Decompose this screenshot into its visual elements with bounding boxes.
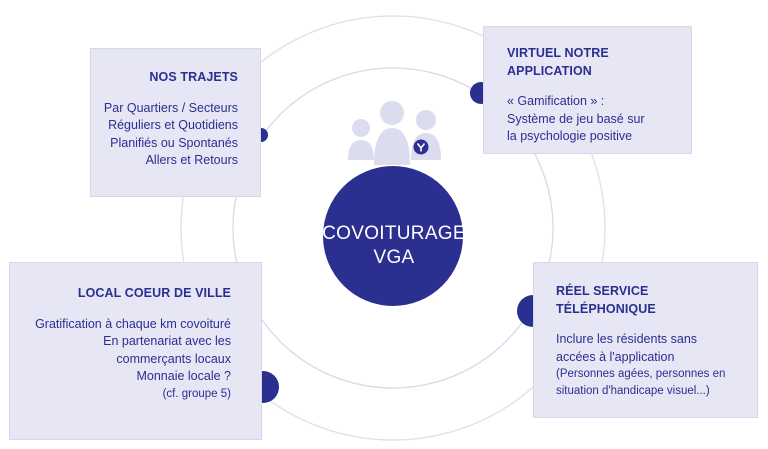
list-item: Gratification à chaque km covoituré: [35, 316, 231, 331]
list-item: accées à l'application: [556, 349, 675, 364]
list-item: Réguliers et Quotidiens: [108, 118, 238, 132]
box-nos-trajets: NOS TRAJETS Par Quartiers / Secteurs Rég…: [90, 48, 261, 197]
box-title: NOS TRAJETS: [101, 69, 238, 87]
list-item: (cf. groupe 5): [162, 387, 231, 400]
list-item: commerçants locaux: [116, 351, 231, 366]
list-item: Par Quartiers / Secteurs: [103, 100, 238, 115]
list-item: « Gamification » :: [507, 94, 605, 108]
box-title: RÉEL SERVICE TÉLÉPHONIQUE: [556, 283, 749, 318]
center-title-line2: VGA: [373, 247, 415, 268]
list-item: la psychologie positive: [507, 129, 633, 143]
box-local: LOCAL COEUR DE VILLE Gratification à cha…: [9, 262, 262, 440]
list-item: Inclure les résidents sans: [556, 332, 698, 346]
list-item: Planifiés ou Spontanés: [110, 135, 238, 150]
title-bold: RÉEL: [556, 284, 590, 298]
users-group-icon: [348, 101, 441, 165]
title-rest: SERVICE TÉLÉPHONIQUE: [556, 284, 656, 316]
title-bold: LOCAL: [77, 286, 122, 300]
list-item: Système de jeu basé sur: [507, 111, 645, 126]
list-item: (Personnes agées, personnes en: [556, 368, 726, 380]
box-title: LOCAL COEUR DE VILLE: [20, 285, 231, 303]
inner-orbit-ring: [232, 67, 554, 389]
title-rest: NOTRE APPLICATION: [507, 46, 609, 78]
list-item: Allers et Retours: [145, 153, 238, 167]
box-reel: RÉEL SERVICE TÉLÉPHONIQUE Inclure les ré…: [533, 262, 758, 418]
list-item: situation d'handicape visuel...): [556, 385, 710, 397]
title-rest: COEUR DE VILLE: [121, 286, 231, 300]
list-item: Monnaie locale ?: [136, 369, 231, 383]
center-circle: [323, 166, 463, 306]
center-title: COVOITURAGE VGA: [314, 165, 474, 305]
box-title: VIRTUEL NOTRE APPLICATION: [507, 45, 681, 80]
title-bold: VIRTUEL: [507, 46, 561, 60]
badge-icon: [413, 139, 429, 155]
outer-orbit-ring: [180, 15, 606, 441]
title-text: NOS TRAJETS: [149, 70, 238, 84]
center-title-line1: COVOITURAGE: [322, 223, 466, 244]
list-item: En partenariat avec les: [103, 334, 231, 348]
box-virtuel: VIRTUEL NOTRE APPLICATION « Gamification…: [483, 26, 692, 154]
